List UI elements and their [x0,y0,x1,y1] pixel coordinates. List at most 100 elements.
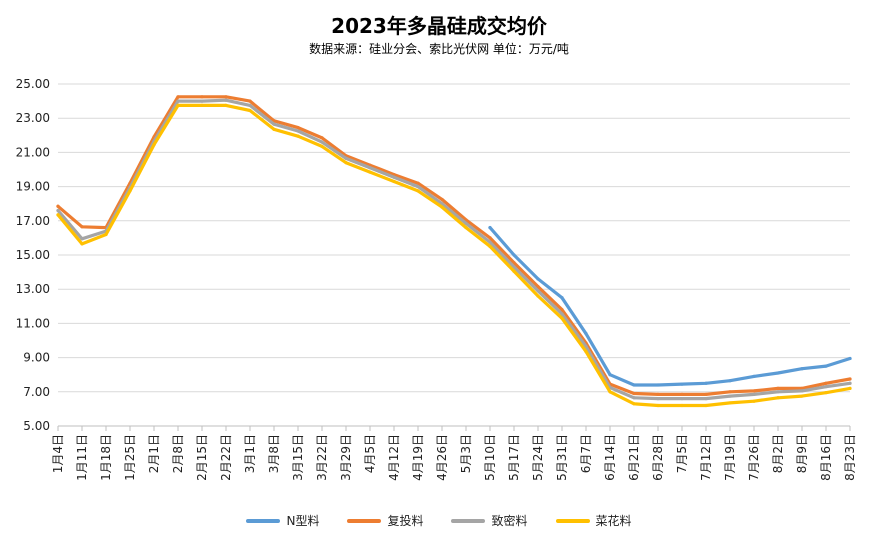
x-tick-label: 3月22日 [315,434,329,481]
data-point [368,166,372,170]
data-point [440,202,444,206]
legend-item-recharge[interactable]: 复投料 [347,512,423,529]
data-point [392,179,396,184]
data-point [728,379,732,383]
data-point [248,108,252,113]
data-point [488,226,492,230]
data-point [176,95,180,99]
x-tick-label: 1月25日 [123,434,137,481]
data-point [320,136,324,140]
data-point [728,390,732,394]
data-point [128,189,132,193]
y-tick-label: 9.00 [23,351,50,365]
x-tick-label: 3月1日 [243,434,257,473]
data-point [608,390,612,394]
x-tick-label: 4月5日 [363,434,377,473]
data-point [656,383,660,387]
data-point [656,403,660,408]
data-point [704,403,708,408]
data-point [752,374,756,379]
y-tick-label: 11.00 [16,316,50,330]
y-tick-label: 21.00 [16,145,50,159]
legend-item-cauliflower[interactable]: 菜花料 [555,512,632,529]
data-point [800,367,804,371]
data-point [608,373,612,377]
data-point [848,381,852,385]
data-point [344,156,348,160]
x-tick-label: 8月16日 [819,434,833,481]
data-point [776,390,780,394]
x-tick-label: 4月26日 [435,434,449,481]
data-point [80,242,84,246]
data-point [152,143,156,147]
legend-label: 菜花料 [595,514,632,528]
data-point [800,394,804,398]
x-tick-label: 4月12日 [387,434,401,481]
data-point [512,253,516,257]
data-point [584,332,588,336]
y-tick-label: 17.00 [16,214,50,228]
data-point [704,397,708,401]
data-point [416,181,420,185]
x-tick-label: 7月19日 [723,434,737,481]
data-point [752,392,756,396]
data-point [656,392,660,396]
y-tick-label: 25.00 [16,77,50,91]
series-layer [56,95,852,408]
x-tick-label: 5月17日 [507,434,521,481]
data-point [776,396,780,400]
data-point [776,371,780,375]
legend-item-n-type[interactable]: N型料 [246,512,319,529]
y-tick-label: 19.00 [16,180,50,194]
data-point [56,213,60,217]
series-line [488,226,852,387]
legend-swatch [555,518,590,523]
x-tick-label: 3月8日 [267,434,281,473]
data-point [800,389,804,393]
data-point [200,99,204,103]
series-line [56,103,852,408]
axis-layer: 25.00 23.00 21.00 19.00 17.00 15.00 13.00 11.00… [16,77,857,481]
data-point [248,103,252,107]
data-point [80,225,84,229]
x-tick-label: 6月28日 [651,434,665,481]
data-point [440,197,444,202]
data-point [632,391,636,396]
data-point [632,383,636,387]
legend-label: 复投料 [387,514,424,528]
data-point [560,296,564,300]
data-point [512,261,516,265]
data-point [728,401,732,405]
data-point [464,221,468,225]
series-1 [56,95,852,396]
data-point [368,170,372,174]
data-point [848,356,852,361]
data-point [440,205,444,209]
legend-swatch [451,518,486,523]
data-point [488,240,492,244]
x-tick-label: 5月31日 [555,434,569,481]
legend: N型料 复投料 致密料 菜花料 [0,512,878,529]
legend-swatch [347,518,382,523]
y-tick-label: 23.00 [16,111,50,125]
data-point [824,381,828,385]
data-point [296,126,300,130]
data-point [272,122,276,126]
x-tick-label: 8月2日 [771,434,785,473]
data-point [632,396,636,400]
legend-item-dense[interactable]: 致密料 [451,512,528,529]
data-point [752,399,756,403]
data-point [224,103,228,107]
data-point [704,392,708,396]
data-point [200,103,204,107]
data-point [560,308,564,312]
x-tick-label: 1月4日 [51,434,65,473]
data-point [248,99,252,103]
x-tick-label: 5月24日 [531,434,545,481]
x-tick-label: 5月10日 [483,434,497,481]
legend-swatch [246,518,281,523]
data-point [512,265,516,269]
grid-layer [58,83,850,427]
data-point [416,185,420,189]
